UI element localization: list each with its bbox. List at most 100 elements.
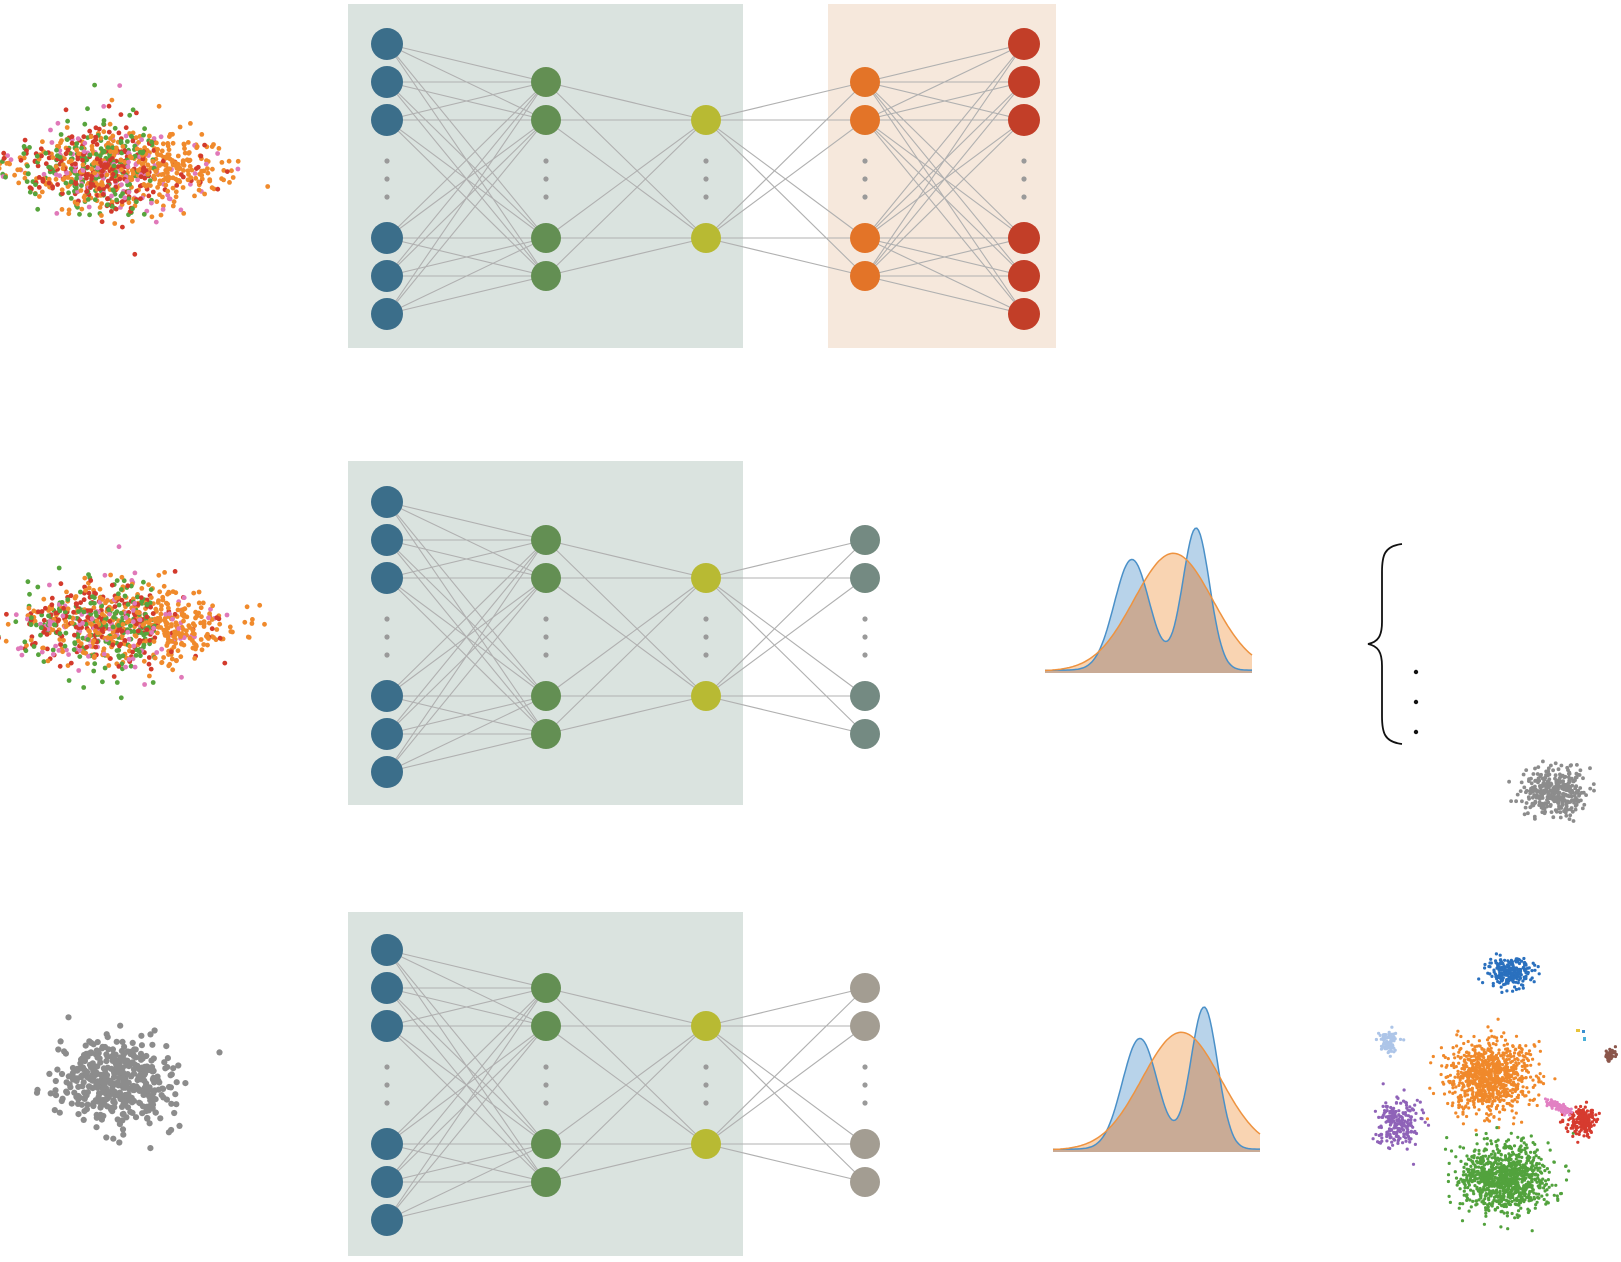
scatter-point <box>5 160 11 166</box>
scatter-point <box>1479 1067 1483 1071</box>
scatter-point <box>79 183 84 189</box>
scatter-point <box>1508 1089 1512 1093</box>
scatter-point <box>1482 1048 1486 1052</box>
scatter-point <box>1453 1090 1457 1094</box>
scatter-point <box>1487 964 1491 969</box>
scatter-point <box>28 622 34 628</box>
scatter-point <box>1546 785 1551 790</box>
scatter-point <box>1502 1185 1506 1189</box>
scatter-point <box>112 221 118 226</box>
scatter-point <box>175 153 181 159</box>
layer-ellipsis <box>703 616 709 658</box>
scatter-point <box>1484 1131 1488 1136</box>
scatter-point <box>45 646 50 652</box>
scatter-point <box>27 189 33 195</box>
scatter-point <box>49 140 55 145</box>
scatter-point <box>1560 801 1565 806</box>
scatter-point <box>1510 1074 1514 1078</box>
scatter-point <box>1515 1170 1519 1174</box>
scatter-point <box>1523 1172 1527 1176</box>
scatter-point <box>1461 1122 1465 1126</box>
scatter-point <box>125 182 130 188</box>
scatter-point <box>1484 1193 1488 1197</box>
scatter-point <box>1513 1198 1517 1202</box>
scatter-point <box>1467 1051 1471 1055</box>
scatter-point <box>1471 1189 1475 1193</box>
scatter-point <box>98 160 103 166</box>
classifier-node <box>850 1129 880 1159</box>
scatter-point <box>149 200 154 206</box>
scatter-point <box>54 147 59 153</box>
scatter-point <box>139 1103 147 1110</box>
scatter-point <box>38 146 44 152</box>
scatter-point <box>57 154 63 160</box>
scatter-point <box>105 145 111 150</box>
input-node <box>371 104 403 136</box>
scatter-point <box>64 647 69 653</box>
scatter-point <box>1489 1054 1494 1058</box>
scatter-point <box>179 631 185 636</box>
scatter-point <box>1484 1178 1488 1182</box>
classifier-node <box>850 563 880 593</box>
scatter-point <box>47 582 52 588</box>
scatter-point <box>1529 1134 1533 1138</box>
scatter-point <box>58 132 64 137</box>
scatter-point <box>122 1075 129 1082</box>
scatter-point <box>46 155 52 161</box>
connection-edge <box>545 577 707 735</box>
scatter-point <box>56 617 61 623</box>
scatter-point <box>1516 1215 1520 1219</box>
scatter-point <box>149 139 155 145</box>
scatter-point <box>1504 1155 1508 1159</box>
scatter-point <box>1482 1222 1486 1226</box>
scatter-point <box>194 144 200 150</box>
scatter-point <box>1515 1095 1519 1099</box>
scatter-point <box>1501 1107 1505 1111</box>
scatter-point <box>161 1059 168 1066</box>
scatter-point <box>1533 968 1537 972</box>
scatter-point <box>1546 792 1551 797</box>
scatter-point <box>1477 977 1481 981</box>
scatter-point <box>132 664 138 670</box>
scatter-point <box>166 147 172 153</box>
scatter-point <box>38 621 43 627</box>
scatter-point <box>46 613 51 619</box>
scatter-point <box>1525 1069 1529 1073</box>
layer-ellipsis <box>543 1064 549 1106</box>
scatter-point <box>142 126 148 132</box>
scatter-point <box>1511 1179 1516 1183</box>
scatter-point <box>132 570 138 576</box>
scatter-point <box>226 158 232 164</box>
scatter-point <box>1510 1199 1514 1204</box>
brace-ellipsis-dot <box>1413 699 1419 705</box>
scatter-point <box>91 638 97 644</box>
scatter-point <box>1504 1062 1509 1066</box>
scatter-point <box>126 636 132 642</box>
input-node <box>371 222 403 254</box>
scatter-point <box>1479 1091 1483 1095</box>
scatter-point <box>1515 1174 1519 1178</box>
scatter-point <box>196 600 202 606</box>
scatter-point <box>145 182 151 188</box>
input-node <box>371 934 403 966</box>
scatter-point <box>1503 1038 1508 1042</box>
scatter-point <box>1446 1057 1450 1061</box>
scatter-point <box>210 166 215 172</box>
scatter-point <box>130 619 136 625</box>
scatter-point <box>1525 1169 1530 1173</box>
scatter-point <box>1496 1017 1500 1021</box>
scatter-point <box>1472 1054 1476 1058</box>
scatter-point <box>1522 1141 1526 1145</box>
connection-edge <box>386 237 547 277</box>
scatter-point <box>1510 960 1514 964</box>
scatter-point <box>1471 1076 1475 1080</box>
scatter-point <box>102 1080 109 1087</box>
scatter-point <box>126 196 131 202</box>
scatter-point <box>35 206 41 212</box>
connection-edge <box>545 1143 707 1183</box>
scatter-point <box>1456 1115 1460 1119</box>
scatter-point <box>68 593 74 599</box>
scatter-point <box>116 591 121 597</box>
curly-brace <box>1367 543 1403 745</box>
scatter-point <box>69 158 74 164</box>
